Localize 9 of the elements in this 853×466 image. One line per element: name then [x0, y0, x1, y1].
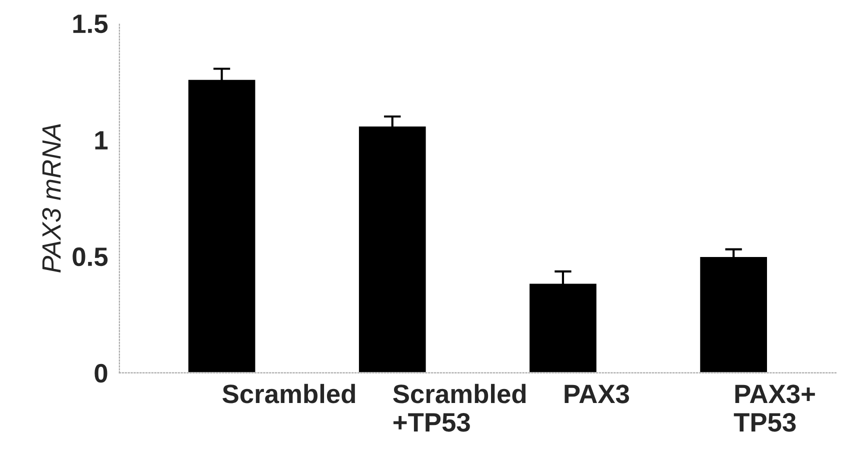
x-tick-label: Scrambled	[222, 384, 355, 404]
y-axis-title: PAX3 mRNA	[42, 124, 61, 273]
x-tick-label: PAX3+ TP53	[734, 384, 815, 432]
y-tick-label: 0	[94, 364, 108, 383]
x-tick-label: PAX3	[564, 384, 630, 404]
y-tick-label: 1	[95, 131, 108, 150]
y-tick-label: 1.5	[73, 14, 108, 34]
y-tick-label: 0.5	[72, 247, 108, 266]
x-tick-label: Scrambled +TP53	[393, 384, 526, 432]
